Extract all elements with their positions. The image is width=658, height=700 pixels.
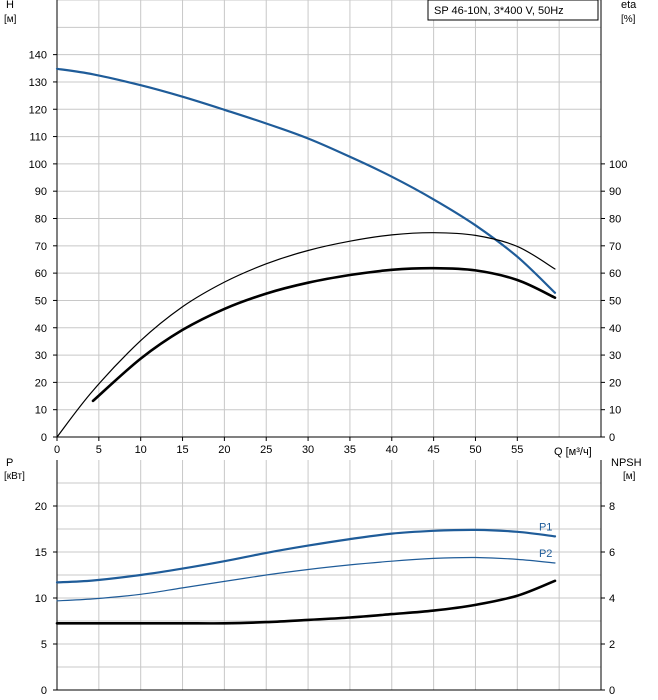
lower-right-axis-title: NPSH bbox=[611, 457, 642, 469]
right-tick-label: 90 bbox=[609, 186, 621, 198]
series-line-upper-1 bbox=[56, 232, 556, 438]
series-label-p2: P2 bbox=[539, 548, 552, 560]
right-tick-label: 50 bbox=[609, 295, 621, 307]
right-tick-label: 4 bbox=[609, 593, 615, 605]
x-tick-label: 15 bbox=[176, 444, 188, 456]
left-tick-label: 30 bbox=[35, 350, 47, 362]
upper-left-axis-title: H bbox=[6, 0, 14, 11]
x-tick-label: 40 bbox=[386, 444, 398, 456]
series-line-lower-2 bbox=[55, 579, 557, 625]
series-label-p1: P1 bbox=[539, 521, 552, 533]
right-tick-label: 0 bbox=[609, 685, 615, 697]
right-tick-label: 8 bbox=[609, 501, 615, 513]
left-tick-label: 130 bbox=[29, 77, 47, 89]
upper-axes: 0102030405060708090100110120130140010203… bbox=[29, 0, 627, 456]
lower-series-group: P1 P2 bbox=[55, 521, 557, 625]
right-tick-label: 30 bbox=[609, 350, 621, 362]
left-tick-label: 120 bbox=[29, 104, 47, 116]
x-tick-label: 55 bbox=[511, 444, 523, 456]
series-line-upper-0 bbox=[55, 67, 557, 294]
left-tick-label: 80 bbox=[35, 214, 47, 226]
lower-right-axis-unit: [м] bbox=[623, 471, 636, 482]
lower-left-axis-unit: [кВт] bbox=[4, 471, 25, 482]
upper-right-axis-unit: [%] bbox=[621, 14, 636, 25]
right-tick-label: 80 bbox=[609, 214, 621, 226]
series-line-lower-0 bbox=[55, 528, 557, 584]
left-tick-label: 0 bbox=[41, 432, 47, 444]
x-tick-label: 0 bbox=[54, 444, 60, 456]
left-tick-label: 60 bbox=[35, 268, 47, 280]
left-tick-label: 40 bbox=[35, 323, 47, 335]
left-tick-label: 5 bbox=[41, 639, 47, 651]
left-tick-label: 20 bbox=[35, 501, 47, 513]
chart-title-box: SP 46-10N, 3*400 V, 50Hz bbox=[427, 0, 599, 21]
left-tick-label: 90 bbox=[35, 186, 47, 198]
lower-left-axis-title: P bbox=[6, 457, 13, 469]
upper-right-axis-title: eta bbox=[621, 0, 637, 11]
x-tick-label: 35 bbox=[344, 444, 356, 456]
right-tick-label: 20 bbox=[609, 377, 621, 389]
right-tick-label: 70 bbox=[609, 241, 621, 253]
x-tick-label: 50 bbox=[469, 444, 481, 456]
x-tick-label: 20 bbox=[218, 444, 230, 456]
right-tick-label: 40 bbox=[609, 323, 621, 335]
left-tick-label: 110 bbox=[29, 132, 47, 144]
left-tick-label: 10 bbox=[35, 593, 47, 605]
x-tick-label: 45 bbox=[427, 444, 439, 456]
x-tick-label: 25 bbox=[260, 444, 272, 456]
x-tick-label: 30 bbox=[302, 444, 314, 456]
left-tick-label: 10 bbox=[35, 405, 47, 417]
right-tick-label: 0 bbox=[609, 432, 615, 444]
left-tick-label: 140 bbox=[29, 50, 47, 62]
left-tick-label: 50 bbox=[35, 295, 47, 307]
x-tick-label: 10 bbox=[135, 444, 147, 456]
chart-title: SP 46-10N, 3*400 V, 50Hz bbox=[434, 5, 564, 17]
x-tick-label: 5 bbox=[96, 444, 102, 456]
title-frame bbox=[427, 0, 599, 21]
left-tick-label: 0 bbox=[41, 685, 47, 697]
right-tick-label: 6 bbox=[609, 547, 615, 559]
x-axis-title: Q [м³/ч] bbox=[554, 446, 592, 458]
upper-grid bbox=[56, 0, 601, 438]
left-tick-label: 20 bbox=[35, 377, 47, 389]
upper-left-axis-unit: [м] bbox=[4, 14, 17, 25]
series-line-lower-1 bbox=[56, 556, 556, 602]
left-tick-label: 100 bbox=[29, 159, 47, 171]
left-tick-label: 70 bbox=[35, 241, 47, 253]
left-tick-label: 15 bbox=[35, 547, 47, 559]
series-line-upper-2 bbox=[91, 266, 557, 403]
right-tick-label: 100 bbox=[609, 159, 627, 171]
lower-axes: 0 5 10 15 20 0 2 4 6 8 bbox=[35, 460, 615, 697]
right-tick-label: 60 bbox=[609, 268, 621, 280]
axis-labels: H [м] eta [%] Q [м³/ч] P [кВт] NPSH [м] bbox=[4, 0, 642, 482]
right-tick-label: 2 bbox=[609, 639, 615, 651]
right-tick-label: 10 bbox=[609, 405, 621, 417]
upper-series-group bbox=[55, 67, 557, 438]
